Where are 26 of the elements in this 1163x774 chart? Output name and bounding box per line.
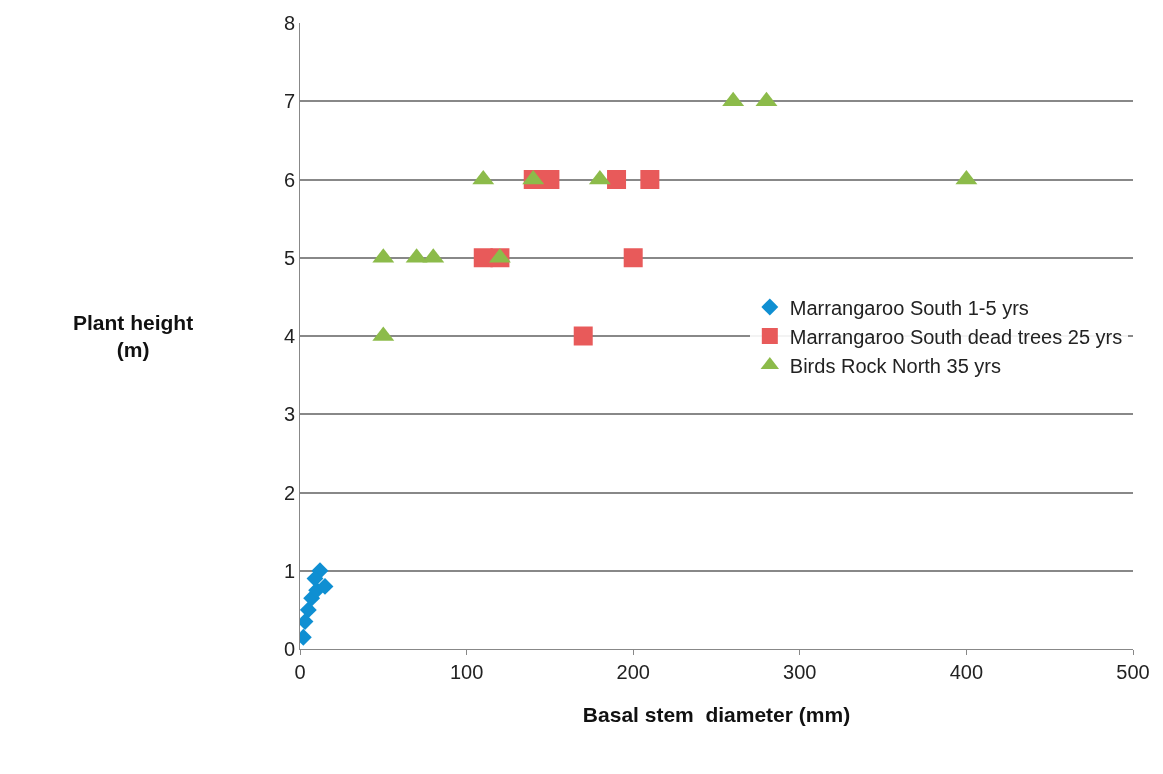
y-tick-label: 1 xyxy=(283,559,295,582)
point xyxy=(640,170,660,189)
y-tick-label: 5 xyxy=(283,246,295,269)
y-tick-label: 2 xyxy=(283,481,295,504)
x-tick-label: 300 xyxy=(783,661,817,683)
y-tick-label: 0 xyxy=(283,638,295,660)
x-tick-label: 400 xyxy=(949,661,984,683)
x-tick-label: 100 xyxy=(449,661,484,683)
point xyxy=(573,326,593,346)
legend-label: Birds Rock North 35 yrs xyxy=(789,354,1001,377)
y-tick-label: 3 xyxy=(283,403,295,426)
legend-label: Marrangaroo South dead trees 25 yrs xyxy=(789,325,1123,348)
x-tick-label: 200 xyxy=(616,661,650,683)
y-axis-title: Plant height (m) xyxy=(73,311,194,362)
point xyxy=(540,170,560,189)
legend-label: Marrangaroo South 1-5 yrs xyxy=(789,296,1029,319)
point xyxy=(607,170,627,189)
point xyxy=(306,570,324,588)
point xyxy=(623,248,643,268)
point xyxy=(300,601,317,619)
y-tick-label: 6 xyxy=(283,168,295,191)
x-tick-label: 500 xyxy=(1116,661,1150,683)
y-tick-label: 8 xyxy=(283,12,295,34)
y-tick-label: 4 xyxy=(283,325,295,347)
y-tick-label: 7 xyxy=(283,90,295,113)
x-axis-title: Basal stem diameter (mm) xyxy=(582,703,851,727)
